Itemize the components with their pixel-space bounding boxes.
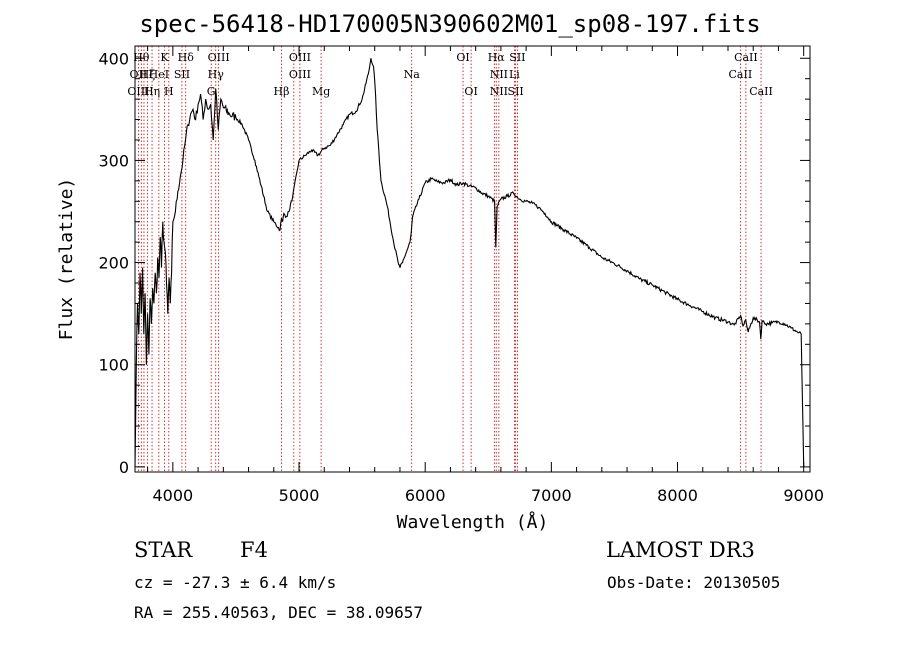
line-marker-label: CaII — [729, 68, 753, 81]
coordinates: RA = 255.40563, DEC = 38.09657 — [134, 603, 423, 622]
plot-frame — [134, 45, 811, 473]
x-tick-label: 8000 — [657, 486, 698, 505]
line-marker-label: Na — [404, 68, 421, 81]
line-marker-label: NII — [490, 85, 508, 98]
line-marker-label: HeI — [149, 68, 169, 81]
y-tick-label: 300 — [98, 151, 129, 170]
line-marker-label: Mg — [312, 85, 330, 98]
survey-name: LAMOST DR3 — [606, 538, 755, 562]
chart-title: spec-56418-HD170005N390602M01_sp08-197.f… — [139, 10, 761, 38]
line-marker-label: Li — [509, 68, 520, 81]
flux-series-line — [134, 58, 805, 467]
line-marker-label: Hα — [488, 51, 506, 64]
line-marker-label: SII — [174, 68, 190, 81]
line-marker-label: OIII — [127, 85, 149, 98]
line-marker-label: SII — [509, 51, 525, 64]
line-marker-label: Hθ — [133, 51, 150, 64]
line-marker-label: Hζ — [140, 68, 156, 81]
line-marker-label: G — [207, 85, 216, 98]
line-marker-label: OI — [464, 85, 477, 98]
line-marker-label: Hβ — [274, 85, 290, 98]
line-markers — [138, 46, 762, 472]
line-marker-label: CaII — [734, 51, 758, 64]
line-marker-label: OIII — [208, 51, 230, 64]
x-tick-label: 4000 — [152, 486, 193, 505]
x-axis-ticks: 4000 5000 6000 7000 8000 9000 — [147, 46, 824, 505]
line-marker-label: SII — [508, 85, 524, 98]
line-marker-label: OIII — [289, 51, 311, 64]
y-axis-label: Flux (relative) — [56, 178, 77, 341]
line-marker-label: CaII — [749, 85, 773, 98]
x-tick-label: 7000 — [531, 486, 572, 505]
obs-date: Obs-Date: 20130505 — [607, 573, 781, 592]
spectral-subclass: F4 — [240, 538, 268, 562]
line-marker-label: Hγ — [208, 68, 225, 81]
y-tick-label: 0 — [119, 458, 129, 477]
object-class: STAR — [134, 538, 193, 562]
x-tick-label: 9000 — [783, 486, 824, 505]
x-axis-label: Wavelength (Å) — [397, 511, 549, 533]
line-marker-label: OI — [456, 51, 469, 64]
line-marker-label: NII — [490, 68, 508, 81]
line-marker-label: OII — [130, 68, 148, 81]
y-axis-ticks: 0 100 200 300 400 — [98, 49, 810, 477]
line-marker-label: OIII — [289, 68, 311, 81]
line-marker-label: H — [164, 85, 174, 98]
line-marker-label: K — [160, 51, 169, 64]
y-tick-label: 400 — [98, 49, 129, 68]
y-tick-label: 100 — [98, 356, 129, 375]
line-marker-label: Hδ — [178, 51, 195, 64]
x-tick-label: 5000 — [279, 486, 320, 505]
y-tick-label: 200 — [98, 254, 129, 273]
line-marker-label: Hη — [144, 85, 160, 98]
redshift-text: cz = -27.3 ± 6.4 km/s — [134, 573, 337, 592]
x-tick-label: 6000 — [405, 486, 446, 505]
